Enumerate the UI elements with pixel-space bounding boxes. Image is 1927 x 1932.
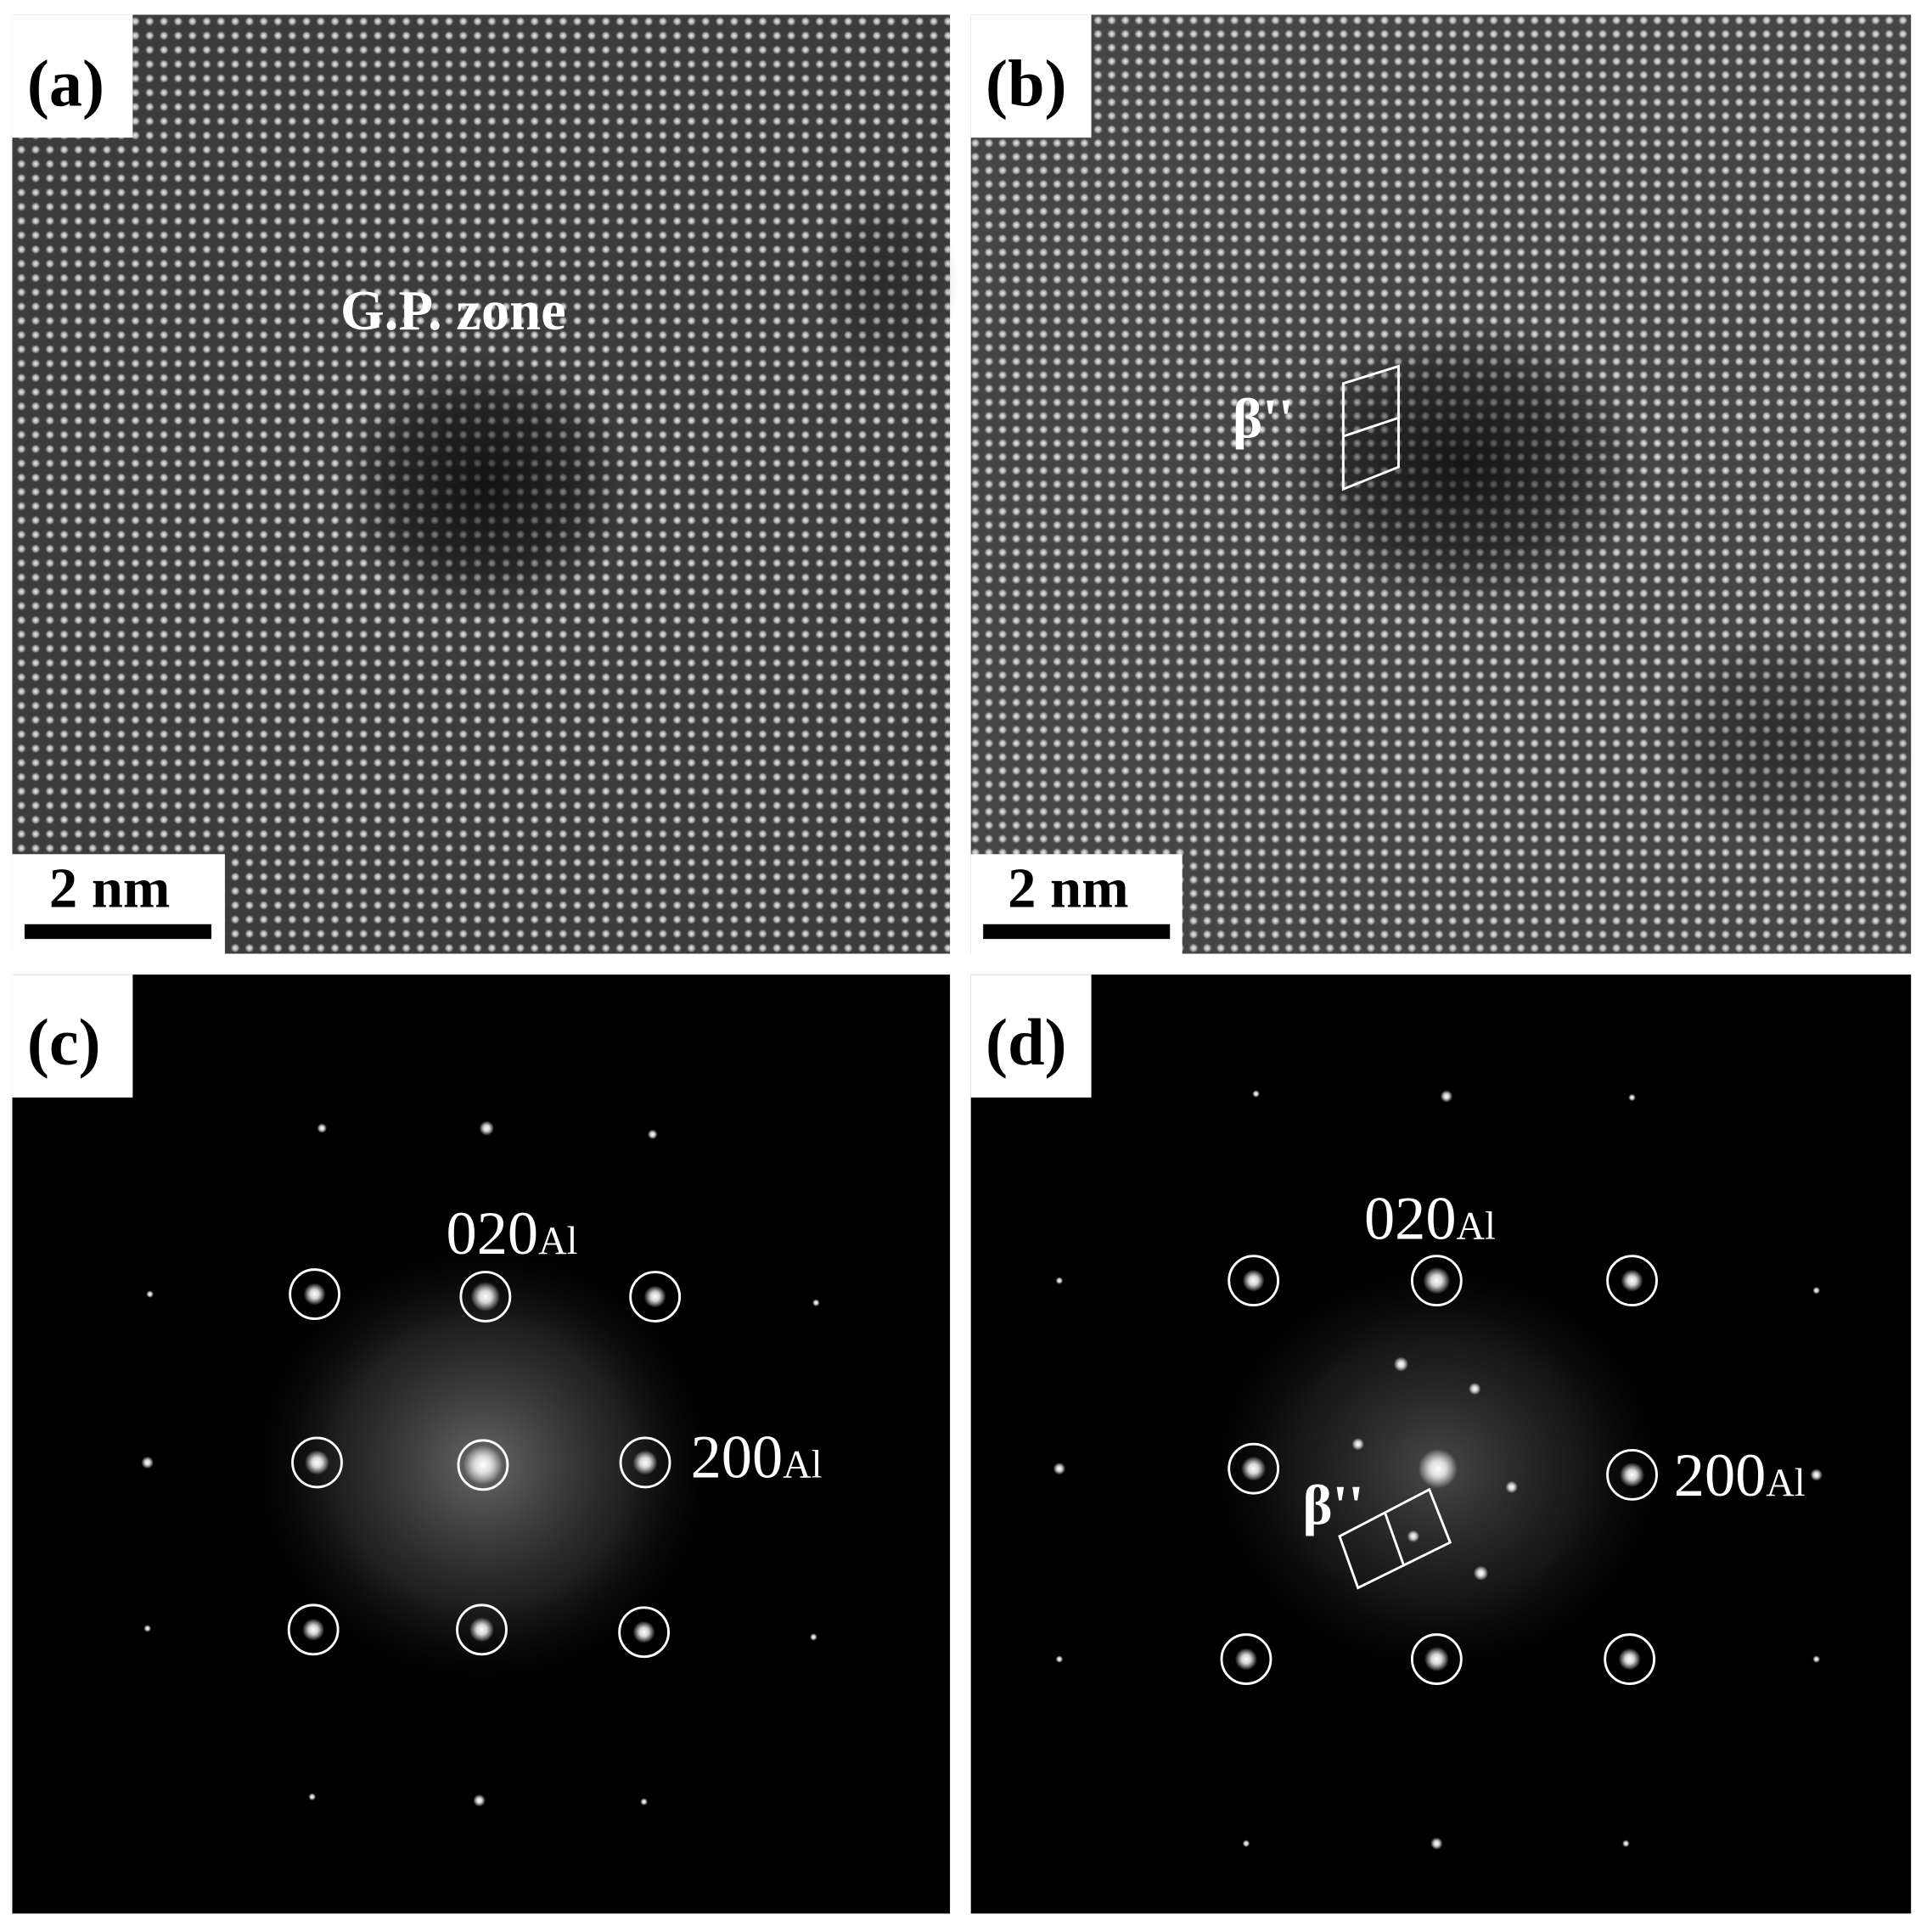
diffraction-spots [141,1120,820,1807]
panel-d: (d) β'' 020Al 200Al [970,974,1912,1914]
gp-zone [338,350,633,621]
reflection-label: 020Al [447,1199,578,1267]
panel-label: (c) [27,1005,101,1079]
spot-rings [287,1268,682,1659]
reflection-label: 020Al [1364,1184,1496,1252]
panel-label: (a) [27,47,104,121]
diffraction-spots [1053,1090,1823,1850]
scale-bar-label: 2 nm [1008,858,1128,920]
annotation: G.P. zone [340,280,566,342]
spot-rings [1220,1255,1658,1685]
annotation: β'' [1233,388,1294,450]
precipitate [1278,319,1647,615]
panel-c: (c) 020Al 200Al [12,974,951,1914]
unit-cell [1341,364,1400,491]
panel-b: (b) β'' 2 nm [970,14,1918,954]
scale-bar [983,924,1171,940]
scale-bar [24,924,212,940]
reflection-label: 200Al [691,1423,823,1491]
reflection-label: 200Al [1674,1441,1806,1509]
scale-bar-label: 2 nm [49,858,170,920]
panel-label: (d) [986,1005,1067,1079]
annotation: β'' [1303,1474,1364,1536]
panel-a: (a) G.P. zone 2 nm [12,14,959,954]
panel-label: (b) [986,47,1067,121]
reciprocal-cell [1338,1487,1452,1590]
